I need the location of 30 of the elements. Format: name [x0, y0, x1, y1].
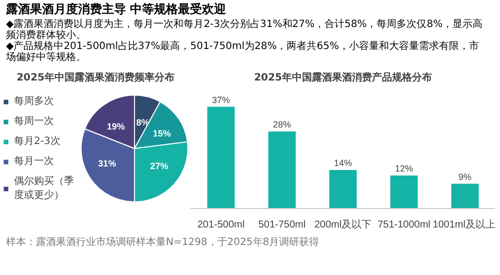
data-label: 12% [394, 164, 414, 174]
legend-label: 每月一次 [14, 155, 54, 168]
x-tick-label: 201-500ml [197, 220, 245, 231]
legend-label: 偶尔购买（季度或更少） [14, 174, 74, 202]
data-label: 14% [334, 158, 352, 168]
data-label: 28% [272, 120, 292, 130]
chart-title: 2025年中国露酒果酒消费产品规格分布 [254, 72, 432, 84]
data-label: 19% [106, 122, 125, 132]
x-tick-label: 200ml及以下 [314, 218, 372, 231]
bar [329, 170, 357, 209]
x-tick-label: 1001ml及以上 [432, 218, 496, 231]
text: 露酒果酒月度消费主导 中等规格最受欢迎 [6, 1, 228, 18]
x-tick-label: 501-750ml [258, 220, 306, 231]
data-label: 27% [150, 162, 168, 172]
chart-title: 2025年中国露酒果酒消费频率分布 [16, 72, 174, 84]
bar [451, 184, 479, 209]
data-label: 37% [212, 95, 230, 106]
text: ◆产品规格中201-500ml占比37%最高，501-750ml为28%，两者共65%，小容量和大容量需求有限，市场偏好中等规格。 [6, 41, 480, 64]
text: 样本：露酒果酒行业市场调研样本量N=1298，于2025年8月调研获得 [6, 237, 320, 248]
bar [268, 132, 296, 209]
legend-label: 每月2-3次 [14, 135, 60, 148]
legend-label: 每周多次 [14, 95, 54, 108]
legend-label: 每周一次 [14, 115, 54, 128]
data-label: 9% [458, 172, 472, 182]
text: ◆露酒果酒消费以月度为主，每月一次和每月2-3次分别占31%和27%，合计58%，每周多次仅8%，显示高频消费群体较小。 [6, 19, 484, 42]
data-label: 15% [152, 128, 171, 139]
x-tick-label: 751-1000ml [378, 220, 430, 231]
bar [390, 176, 418, 209]
data-label: 31% [98, 158, 116, 169]
bar [207, 107, 235, 209]
